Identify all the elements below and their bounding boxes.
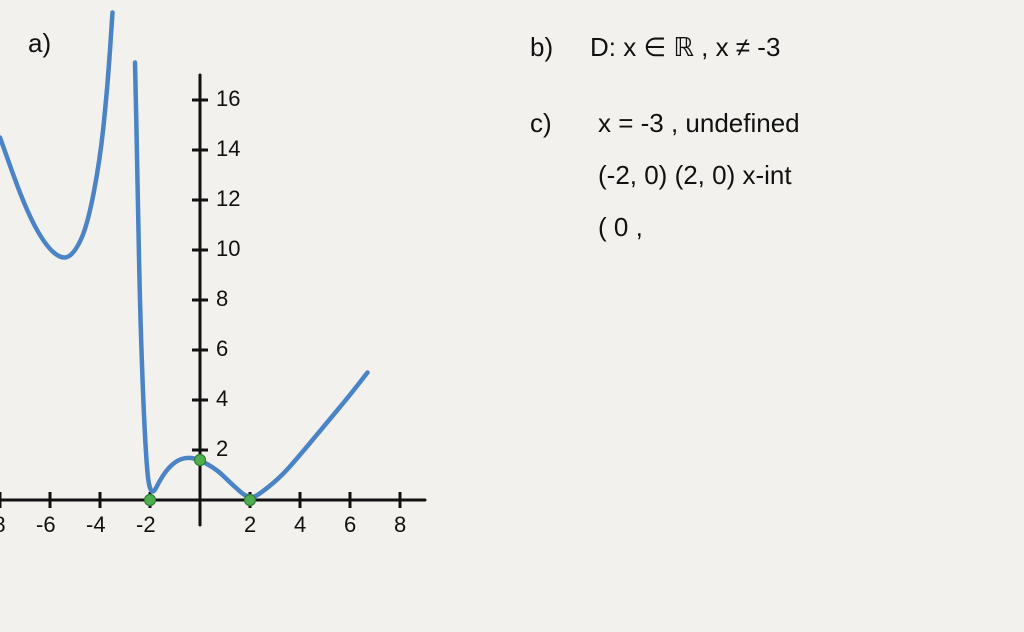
x-tick-label: 6	[344, 512, 356, 538]
y-tick-label: 4	[216, 386, 228, 412]
x-tick-label: -4	[86, 512, 106, 538]
y-tick-label: 12	[216, 186, 240, 212]
y-tick-label: 10	[216, 236, 240, 262]
x-tick-label: -6	[36, 512, 56, 538]
page-root: a) b) D: x ∈ ℝ , x ≠ -3 c) x = -3 , unde…	[0, 0, 1024, 632]
y-tick-label: 6	[216, 336, 228, 362]
x-tick-label: -2	[136, 512, 156, 538]
y-tick-label: 14	[216, 136, 240, 162]
y-tick-label: 16	[216, 86, 240, 112]
x-tick-label: 4	[294, 512, 306, 538]
y-tick-label: 2	[216, 436, 228, 462]
x-tick-label: 8	[394, 512, 406, 538]
y-tick-label: 8	[216, 286, 228, 312]
x-tick-label: 2	[244, 512, 256, 538]
x-tick-label: -8	[0, 512, 6, 538]
